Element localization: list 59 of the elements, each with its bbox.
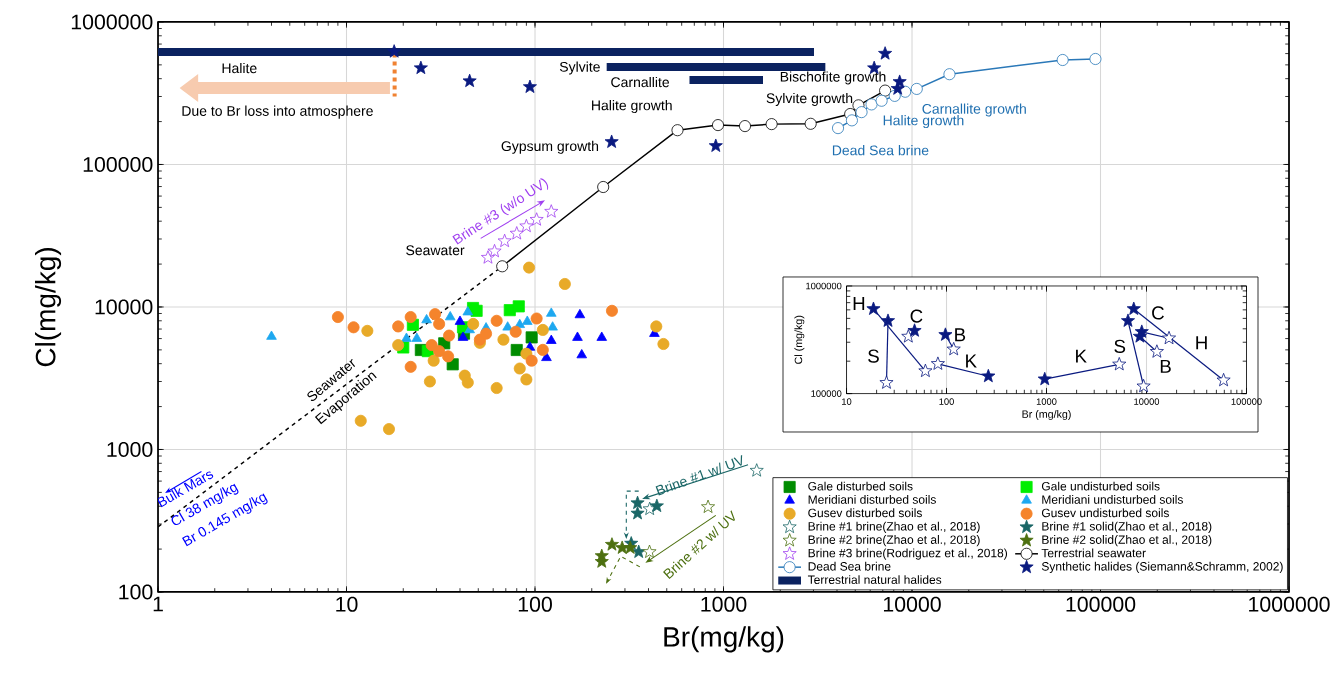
legend-label: Gusev undisturbed soils <box>1041 508 1169 518</box>
legend-label: Brine #1 solid(Zhao et al., 2018) <box>1042 521 1212 533</box>
annotation: Brine #1 w/ UV <box>655 454 743 496</box>
x-tick-label: 100 <box>518 596 552 612</box>
legend-label: Terrestrial seawater <box>1041 548 1146 558</box>
annotation: K <box>1076 349 1087 363</box>
y-tick-label: 100 <box>119 584 153 600</box>
x-tick-label: 10 <box>842 398 852 405</box>
annotation: Seawater <box>406 245 465 256</box>
x-tick-label: 1000 <box>1036 398 1057 405</box>
annotation: B <box>955 328 966 342</box>
legend-label: Meridiani undisturbed soils <box>1042 495 1183 504</box>
legend-label: Brine #1 brine(Zhao et al., 2018) <box>808 521 980 533</box>
legend-label: Gale disturbed soils <box>808 481 913 491</box>
legend-label: Synthetic halides (Siemann&Schramm, 2002) <box>1041 561 1283 573</box>
annotation: H <box>1196 336 1207 350</box>
legend-label: Brine #3 brine(Rodriguez et al., 2018) <box>808 548 1008 560</box>
annotation: S <box>868 349 879 363</box>
y-axis-title: Cl (mg/kg) <box>794 315 805 364</box>
y-axis-title: Cl(mg/kg) <box>35 248 62 367</box>
legend-label: Meridiani disturbed soils <box>808 495 936 504</box>
y-tick-label: 10000 <box>95 299 153 315</box>
x-axis-title: Br(mg/kg) <box>664 626 784 653</box>
x-tick-label: 100000 <box>1231 398 1262 405</box>
annotation: Sylvite <box>559 61 600 75</box>
annotation: C <box>1152 306 1164 320</box>
annotation: H <box>853 297 865 310</box>
annotation: Dead Sea brine <box>832 145 929 156</box>
x-tick-label: 100 <box>939 398 954 405</box>
x-tick-label: 100000 <box>1066 596 1136 612</box>
y-tick-label: 1000 <box>107 441 153 458</box>
annotation: C <box>910 309 923 323</box>
y-tick-label: 100000 <box>83 156 153 173</box>
x-tick-label: 1000 <box>701 596 747 612</box>
y-tick-label: 1000000 <box>71 14 153 30</box>
legend-label: Dead Sea brine <box>808 561 891 571</box>
annotation: Halite growth <box>592 100 672 114</box>
annotation: Carnallite <box>611 76 670 88</box>
x-tick-label: 10000 <box>1134 398 1160 405</box>
x-tick-label: 10000 <box>883 596 941 612</box>
legend-label: Terrestrial natural halides <box>807 575 942 584</box>
annotation: Bischofite growth <box>780 71 886 85</box>
annotation: Halite <box>222 62 257 74</box>
legend-label: Brine #2 brine(Zhao et al., 2018) <box>808 535 980 547</box>
legend-label: Brine #2 solid(Zhao et al., 2018) <box>1042 535 1212 547</box>
x-axis-title: Br (mg/kg) <box>1022 410 1071 420</box>
annotation: Halite growth <box>883 115 964 129</box>
x-tick-label: 1 <box>153 596 163 612</box>
annotation: Sylvite growth <box>766 92 853 106</box>
legend-label: Gale undisturbed soils <box>1041 481 1160 491</box>
annotation: Brine #3 (w/o UV) <box>452 178 549 245</box>
annotation: K <box>966 354 977 368</box>
x-tick-label: 1000000 <box>1249 596 1330 612</box>
annotation: Due to Br loss into atmosphere <box>182 105 373 119</box>
annotation: Gypsum growth <box>501 140 599 154</box>
legend-label: Gusev disturbed soils <box>808 508 922 518</box>
annotation: S <box>1114 339 1126 353</box>
annotation: B <box>1160 359 1171 373</box>
x-tick-label: 10 <box>336 596 358 612</box>
